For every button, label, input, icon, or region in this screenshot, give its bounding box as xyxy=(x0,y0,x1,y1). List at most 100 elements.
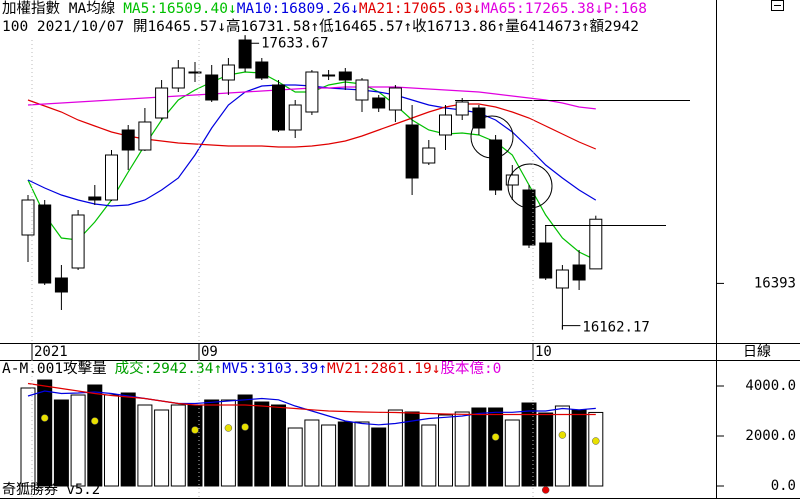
legend-entry: MV5:3103.39↑ xyxy=(222,361,327,377)
candle-body xyxy=(138,121,152,151)
candle-body xyxy=(405,124,419,179)
candle-body xyxy=(288,104,302,131)
volume-bar xyxy=(304,419,320,487)
legend-title: A-M.001攻擊量 xyxy=(2,359,107,377)
volume-bar xyxy=(321,424,337,487)
candle-body xyxy=(505,174,519,186)
candle-body xyxy=(305,71,319,113)
candle-body xyxy=(105,154,118,201)
legend-entry: 股本億:0 xyxy=(440,360,501,377)
annotation-leader xyxy=(244,35,260,44)
candle-body xyxy=(522,189,536,246)
volume-bar xyxy=(404,411,420,487)
footer: 奇狐勝券 v5.2 xyxy=(2,481,100,498)
volume-bar xyxy=(53,399,69,487)
candle-body xyxy=(272,84,285,131)
legend: A-M.001攻擊量 成交:2942.34↑MV5:3103.39↑MV21:28… xyxy=(2,359,501,377)
candle-body xyxy=(221,64,235,81)
candle-body xyxy=(88,196,102,201)
volume-bar xyxy=(104,394,119,487)
x-tick-label: 2021 xyxy=(34,344,68,360)
y-tick-label: 0.0 xyxy=(771,478,796,494)
candle-body xyxy=(38,204,52,284)
signal-dot xyxy=(241,423,249,431)
volume-bar xyxy=(504,419,520,487)
highlight-circle xyxy=(470,115,514,159)
signal-dot xyxy=(592,437,600,445)
legend-entry: MA65:17265.38↓ xyxy=(481,1,603,17)
signal-dot xyxy=(40,414,49,422)
volume-bar xyxy=(287,427,303,487)
volume-bar xyxy=(237,394,253,487)
x-tick-label: 10 xyxy=(535,344,552,360)
volume-bar xyxy=(170,404,186,487)
plot-area: 加權指數 MA均線 MA5:16509.40↓MA10:16809.26↓MA21… xyxy=(2,0,650,494)
volume-bar xyxy=(554,405,570,487)
volume-bar xyxy=(154,409,170,487)
volume-bar xyxy=(438,414,453,487)
candle-body xyxy=(155,87,169,119)
candle-body xyxy=(121,129,135,151)
volume-bar xyxy=(70,394,86,487)
legend-entry: P:168 xyxy=(603,1,647,17)
candle-body xyxy=(205,74,219,101)
volume-bar xyxy=(588,411,604,487)
candle-body xyxy=(388,87,402,111)
volume-bar xyxy=(471,407,487,487)
volume-bar xyxy=(521,402,537,487)
volume-bar xyxy=(37,379,53,487)
y-tick-label: 16393 xyxy=(754,275,796,291)
candle-body xyxy=(355,79,369,101)
candle-body xyxy=(439,114,452,136)
drawings xyxy=(455,100,690,226)
volume-bar xyxy=(354,421,370,487)
ma-line xyxy=(27,382,596,416)
volume-bar xyxy=(204,399,220,487)
candle-body xyxy=(338,71,352,81)
candle-body xyxy=(539,242,553,279)
signal-dot xyxy=(224,424,233,432)
candle-body xyxy=(572,264,586,281)
y-tick-label: 4000.0 xyxy=(745,378,796,394)
legend-entry: MA21:17065.03↓ xyxy=(359,1,481,17)
candle-body xyxy=(171,67,185,89)
signal-dot xyxy=(91,417,99,425)
volume-bar xyxy=(337,421,353,487)
signal-dot xyxy=(491,433,500,441)
volume-bar xyxy=(271,404,286,487)
candle-body xyxy=(21,199,35,236)
signal-dot xyxy=(541,486,550,494)
legend-entry: MA10:16809.26↓ xyxy=(237,1,359,17)
candle-body xyxy=(71,214,85,269)
candle-body xyxy=(372,97,386,109)
candle-body xyxy=(455,101,469,116)
legend-entry: MV21:2861.19↓ xyxy=(327,361,441,377)
volume-bar xyxy=(220,399,236,487)
candle-body xyxy=(238,39,252,69)
volume-bar xyxy=(20,387,36,487)
volume-bar xyxy=(137,404,153,487)
quote-info: 100 2021/10/07 開16465.57↓高16731.58↑低1646… xyxy=(2,18,639,35)
volume-bar xyxy=(488,407,504,487)
window-icon[interactable] xyxy=(771,0,784,11)
candle-body xyxy=(54,277,68,293)
volume-bar xyxy=(254,401,270,487)
volume-bar xyxy=(571,409,587,487)
annotation-leader xyxy=(561,325,581,330)
legend-entry: 成交:2942.34↑ xyxy=(115,359,223,377)
ma-line xyxy=(27,390,596,426)
y-tick-label: 2000.0 xyxy=(745,428,796,444)
volume-bar xyxy=(371,427,387,487)
legend-entry: MA5:16509.40↓ xyxy=(123,1,237,17)
high-annotation: 17633.67 xyxy=(261,35,328,51)
volume-bar xyxy=(87,384,103,487)
volume-bar xyxy=(387,409,403,487)
x-tick-label: 09 xyxy=(201,344,218,360)
candle-body xyxy=(188,71,202,74)
candle-body xyxy=(489,139,503,191)
signal-dot xyxy=(558,431,567,439)
candle-body xyxy=(422,147,436,164)
